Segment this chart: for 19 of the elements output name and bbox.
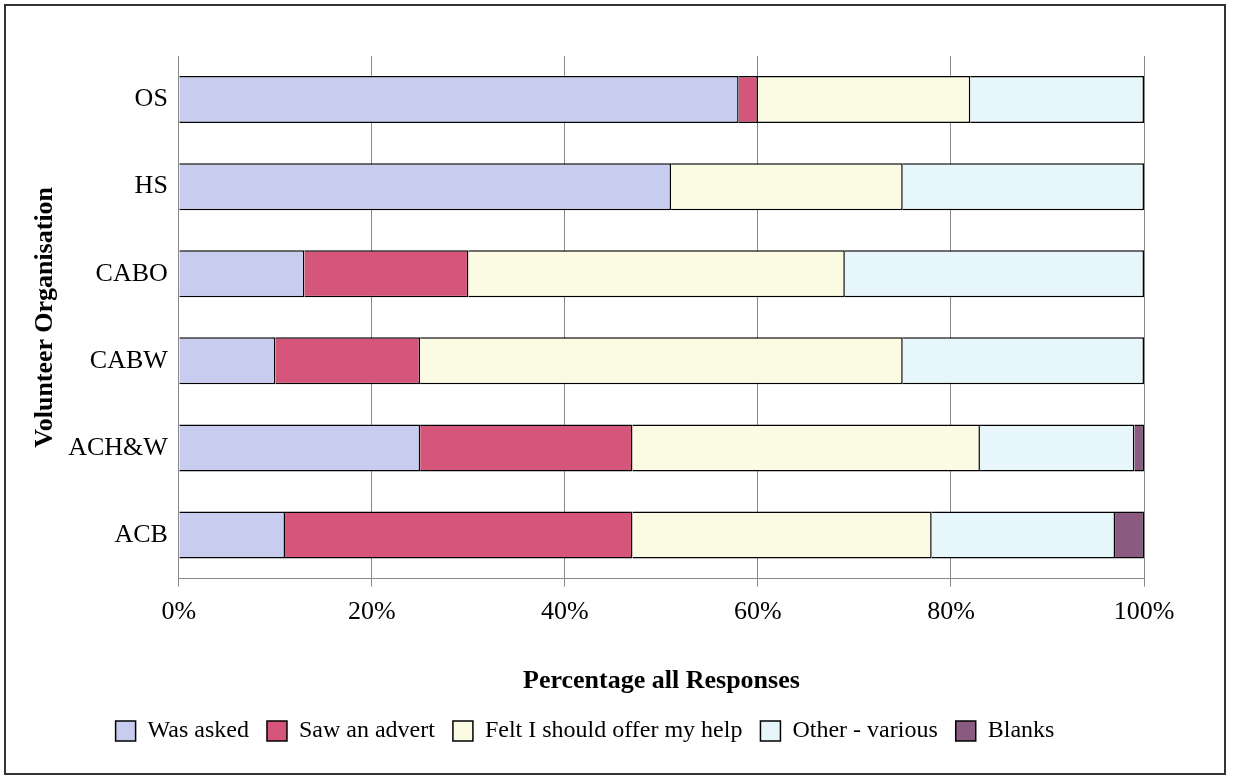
x-axis-title: Percentage all Responses — [523, 665, 800, 695]
y-tick-label: ACB — [114, 518, 168, 548]
y-axis-title: Volunteer Organisation — [29, 186, 59, 448]
y-tick-label: ACH&W — [68, 431, 169, 461]
x-tick-label: 0% — [161, 596, 197, 626]
legend-label: Blanks — [987, 716, 1055, 743]
legend-label: Other - various — [792, 716, 938, 743]
legend-label: Saw an advert — [298, 716, 436, 743]
x-tick-label: 60% — [734, 596, 782, 626]
x-tick-label: 80% — [927, 596, 975, 626]
x-tick-label: 20% — [348, 596, 396, 626]
y-tick-label: HS — [134, 170, 168, 200]
y-tick-label: CABW — [89, 344, 169, 374]
x-tick-label: 100% — [1113, 596, 1175, 626]
y-tick-label: CABO — [95, 257, 168, 287]
x-tick-label: 40% — [541, 596, 589, 626]
legend-label: Felt I should offer my help — [484, 716, 743, 743]
y-tick-label: OS — [134, 83, 168, 113]
legend-label: Was asked — [147, 716, 249, 743]
